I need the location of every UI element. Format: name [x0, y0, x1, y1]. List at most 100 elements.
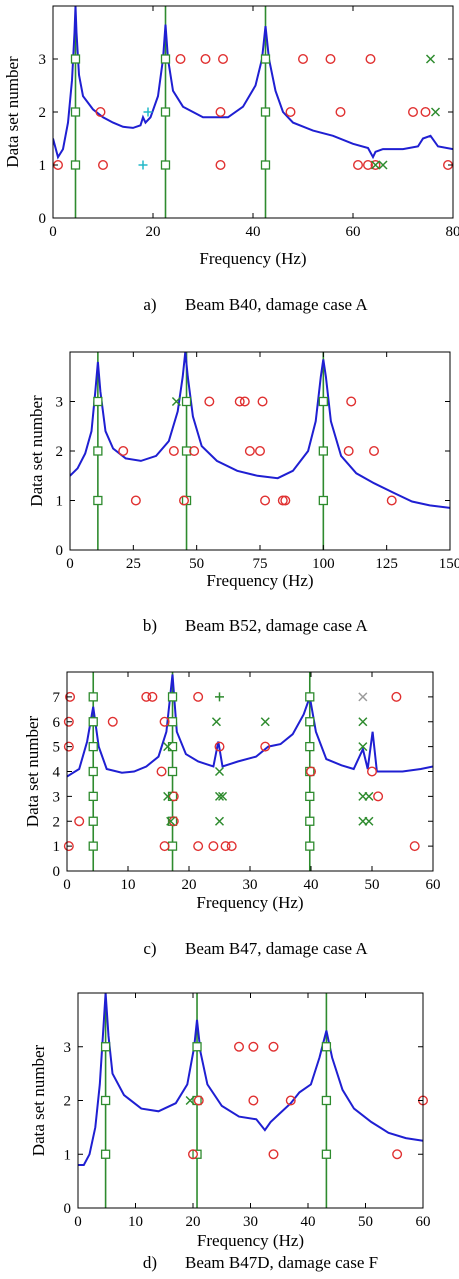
circle-marker [214, 741, 225, 752]
circle-marker [370, 159, 381, 170]
square-marker [88, 841, 98, 851]
x-tick-label: 20 [146, 224, 161, 240]
circle-marker [409, 841, 420, 852]
square-marker [160, 107, 171, 117]
square-marker [318, 446, 328, 456]
x-tick-label: 50 [189, 556, 204, 572]
y-tick-label: 1 [39, 158, 47, 174]
cross-marker [358, 742, 368, 752]
x-tick-label: 60 [416, 1214, 431, 1230]
x-tick-label: 30 [243, 877, 258, 893]
circle-marker [159, 841, 170, 852]
y-tick-label: 4 [53, 765, 61, 781]
square-marker [160, 54, 171, 64]
circle-marker [248, 1041, 259, 1052]
circle-marker [217, 54, 228, 65]
circle-marker [189, 446, 200, 457]
x-axis-label: Frequency (Hz) [196, 893, 303, 912]
square-marker [305, 717, 315, 727]
panel-caption-text: Beam B52, damage case A [185, 616, 368, 635]
chart-panel-4: 0 10 20 30 40 50 60 0 1 2 3 Frequency (Hz) Data set … [29, 992, 431, 1272]
x-tick-label: 0 [74, 1214, 82, 1230]
cross-marker [364, 816, 374, 826]
x-tick-label: 25 [126, 556, 141, 572]
y-tick-label: 0 [39, 211, 47, 227]
cross-marker [163, 742, 173, 752]
circle-marker [285, 106, 296, 117]
panel-caption-text: Beam B47D, damage case F [185, 1253, 378, 1272]
circle-marker [369, 446, 380, 457]
circle-marker [159, 716, 170, 727]
circle-marker [392, 1149, 403, 1160]
circle-marker [244, 446, 255, 457]
circle-marker [168, 816, 179, 827]
square-marker [100, 1149, 111, 1159]
panel-caption-text: Beam B40, damage case A [185, 295, 368, 314]
x-tick-label: 150 [439, 556, 459, 572]
cross-marker [378, 160, 388, 170]
x-tick-label: 40 [246, 224, 261, 240]
panel-caption-text: Beam B47, damage case A [185, 939, 368, 958]
circle-marker [204, 396, 215, 407]
circle-marker [193, 691, 204, 702]
square-marker [70, 107, 81, 117]
circle-marker [63, 741, 74, 752]
y-tick-label: 7 [53, 690, 61, 706]
square-marker [167, 841, 178, 851]
circle-marker [353, 159, 364, 170]
circle-marker [65, 691, 76, 702]
square-marker [167, 692, 178, 702]
square-marker [88, 717, 98, 727]
cross-marker [364, 791, 374, 801]
x-tick-label: 40 [304, 877, 319, 893]
circle-marker [208, 841, 219, 852]
circle-marker [248, 1095, 259, 1106]
square-marker [70, 160, 81, 170]
circle-marker [363, 159, 374, 170]
circle-marker [257, 396, 268, 407]
circle-marker [260, 495, 271, 506]
circle-marker [200, 54, 211, 65]
square-marker [305, 841, 315, 851]
y-tick-label: 3 [64, 1040, 72, 1056]
square-marker [260, 54, 271, 64]
square-marker [192, 1042, 202, 1052]
square-marker [305, 741, 315, 752]
circle-marker [367, 766, 378, 777]
x-tick-label: 100 [312, 556, 335, 572]
square-marker [318, 495, 328, 506]
cross-marker [430, 107, 441, 117]
cross-marker [166, 816, 176, 826]
x-tick-label: 40 [301, 1214, 316, 1230]
circle-marker [178, 495, 189, 506]
panel-caption-label: a) [143, 295, 156, 314]
x-tick-label: 60 [426, 877, 441, 893]
circle-marker [306, 766, 317, 777]
circle-marker [285, 1095, 296, 1106]
x-axis-label: Frequency (Hz) [199, 249, 306, 268]
circle-marker [268, 1041, 279, 1052]
chart-panel-3: 0 10 20 30 40 50 60 0 1 2 3 4 5 6 7 Frequency (Hz) Data … [23, 671, 441, 958]
x-tick-label: 20 [186, 1214, 201, 1230]
axes-box [52, 5, 454, 219]
x-tick-label: 125 [375, 556, 398, 572]
circle-marker [141, 691, 152, 702]
square-marker [305, 692, 315, 702]
circle-marker [63, 716, 74, 727]
cross-marker [214, 816, 225, 826]
circle-marker [420, 106, 431, 117]
panel-caption-label: d) [143, 1253, 157, 1272]
square-marker [260, 160, 271, 170]
circle-marker [260, 741, 271, 752]
square-marker [88, 766, 98, 777]
y-tick-label: 2 [39, 105, 47, 121]
square-marker [305, 816, 315, 826]
cross-marker [425, 54, 436, 64]
square-marker [100, 1042, 111, 1052]
cross-marker-gray [358, 692, 368, 702]
y-tick-label: 2 [53, 814, 61, 830]
square-marker [160, 160, 171, 170]
frf-curve [53, 6, 453, 160]
circle-marker [193, 1095, 204, 1106]
circle-marker [335, 106, 346, 117]
